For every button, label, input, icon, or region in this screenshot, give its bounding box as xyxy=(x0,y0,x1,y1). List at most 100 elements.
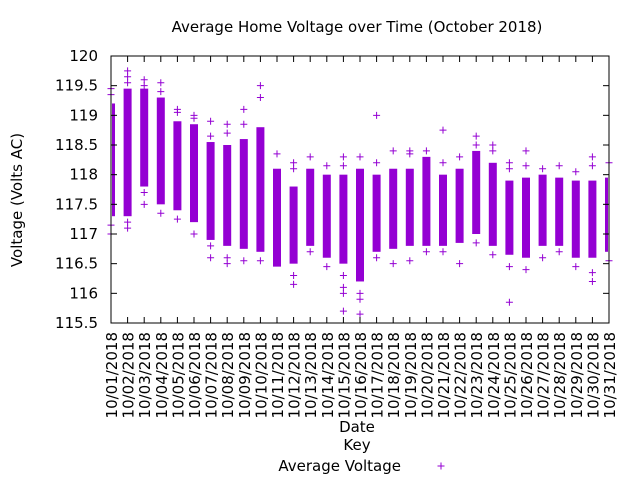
day-marks xyxy=(289,159,298,288)
day-marks xyxy=(190,111,198,238)
data-column xyxy=(472,150,481,234)
data-point xyxy=(489,141,497,149)
data-column xyxy=(538,174,547,246)
x-tick-label: 10/22/2018 xyxy=(452,332,470,418)
y-tick-label: 118 xyxy=(69,166,98,184)
data-point xyxy=(223,254,231,262)
x-tick-label: 10/06/2018 xyxy=(186,332,204,418)
day-marks xyxy=(422,147,431,256)
x-tick-label: 10/16/2018 xyxy=(352,332,370,418)
x-tick-label: 10/28/2018 xyxy=(551,332,569,418)
data-point xyxy=(323,162,331,170)
data-column xyxy=(605,177,608,252)
data-point xyxy=(356,153,364,161)
data-point xyxy=(406,257,414,265)
data-point xyxy=(373,159,381,167)
day-marks xyxy=(588,153,597,285)
y-tick-label: 119.5 xyxy=(55,77,98,95)
data-column xyxy=(190,124,198,223)
y-tick-label: 120 xyxy=(69,47,98,65)
day-marks xyxy=(206,117,215,262)
data-point xyxy=(422,248,430,256)
x-tick-label: 10/18/2018 xyxy=(385,332,403,418)
data-point xyxy=(140,76,148,84)
data-point xyxy=(306,248,314,256)
data-point xyxy=(339,162,347,170)
day-marks xyxy=(505,159,514,306)
x-tick-label: 10/29/2018 xyxy=(568,332,586,418)
data-column xyxy=(239,139,248,249)
data-point xyxy=(522,266,530,274)
data-point xyxy=(290,159,298,167)
data-point xyxy=(223,260,231,268)
data-point xyxy=(572,168,580,176)
data-point xyxy=(555,248,563,256)
y-tick-label: 116 xyxy=(69,284,98,302)
y-tick-label: 117.5 xyxy=(55,195,98,213)
legend-label: Average Voltage xyxy=(278,457,401,475)
data-column xyxy=(422,156,431,246)
legend-marker xyxy=(437,462,445,470)
data-column xyxy=(156,97,165,205)
day-marks xyxy=(123,67,132,232)
data-point xyxy=(472,141,480,149)
data-point xyxy=(339,289,347,297)
data-point xyxy=(256,94,264,102)
data-point xyxy=(373,254,381,262)
legend-title: Key xyxy=(343,436,370,454)
data-column xyxy=(555,177,564,246)
data-point xyxy=(140,188,148,196)
data-point xyxy=(572,263,580,271)
data-column xyxy=(339,174,348,264)
y-tick-label: 115.5 xyxy=(55,314,98,332)
data-point xyxy=(406,147,414,155)
day-marks xyxy=(356,153,364,318)
data-point xyxy=(290,165,298,173)
legend-marker-glyph xyxy=(437,462,445,470)
data-point xyxy=(505,263,513,271)
data-point xyxy=(207,117,215,125)
x-tick-label: 10/07/2018 xyxy=(203,332,221,418)
x-tick-label: 10/12/2018 xyxy=(286,332,304,418)
data-point xyxy=(489,147,497,155)
data-point xyxy=(207,132,215,140)
data-point xyxy=(339,153,347,161)
data-point xyxy=(157,209,165,217)
data-point xyxy=(207,254,215,262)
data-point xyxy=(339,272,347,280)
data-point xyxy=(157,79,165,87)
data-column xyxy=(372,174,381,252)
data-point xyxy=(256,257,264,265)
data-point xyxy=(389,147,397,155)
x-tick-label: 10/24/2018 xyxy=(485,332,503,418)
day-marks xyxy=(538,165,547,262)
data-column xyxy=(273,168,281,267)
data-point xyxy=(323,263,331,271)
data-point xyxy=(173,215,181,223)
data-marks xyxy=(107,67,613,318)
data-point xyxy=(472,132,480,140)
x-tick-label: 10/14/2018 xyxy=(319,332,337,418)
data-point xyxy=(373,111,381,119)
day-marks xyxy=(555,162,564,256)
data-point xyxy=(124,73,132,81)
data-point xyxy=(190,111,198,119)
data-point xyxy=(223,129,231,137)
data-point xyxy=(240,120,248,128)
x-tick-label: 10/23/2018 xyxy=(468,332,486,418)
day-marks xyxy=(173,105,182,223)
day-marks xyxy=(256,82,265,265)
x-tick-label: 10/31/2018 xyxy=(601,332,619,418)
x-tick-label: 10/09/2018 xyxy=(236,332,254,418)
data-point xyxy=(290,272,298,280)
x-tick-label: 10/19/2018 xyxy=(402,332,420,418)
y-tick-label: 118.5 xyxy=(55,136,98,154)
data-point xyxy=(489,251,497,259)
day-marks xyxy=(571,168,580,271)
x-tick-label: 10/10/2018 xyxy=(252,332,270,418)
data-point xyxy=(422,147,430,155)
data-point xyxy=(539,254,547,262)
data-point xyxy=(124,224,132,232)
data-column xyxy=(389,168,398,249)
